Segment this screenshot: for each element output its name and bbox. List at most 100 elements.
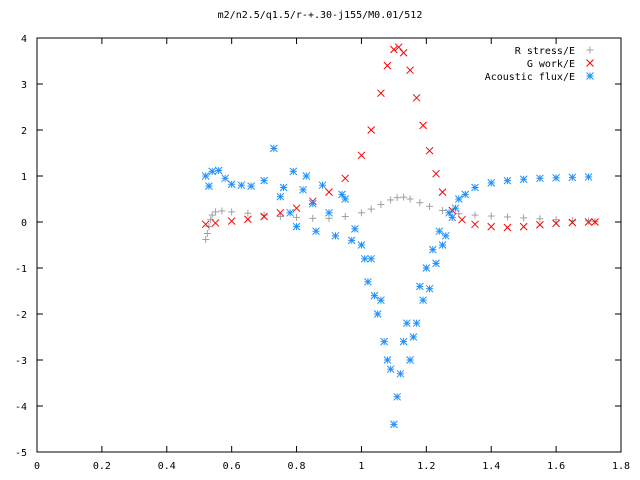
marker-stroke bbox=[341, 195, 350, 203]
data-point bbox=[302, 172, 311, 180]
marker-stroke bbox=[422, 264, 431, 272]
data-point bbox=[208, 167, 217, 176]
marker-stroke bbox=[386, 365, 395, 374]
data-point bbox=[377, 296, 385, 305]
data-point bbox=[228, 208, 236, 216]
data-point bbox=[419, 121, 427, 130]
data-point bbox=[218, 207, 226, 215]
data-point bbox=[461, 190, 470, 199]
marker-stroke bbox=[568, 218, 577, 227]
marker-stroke bbox=[394, 43, 403, 52]
data-point bbox=[412, 93, 421, 102]
x-tick-label: 0.8 bbox=[288, 461, 306, 472]
marker-stroke bbox=[419, 121, 427, 130]
marker-stroke bbox=[357, 151, 366, 160]
data-point bbox=[520, 214, 528, 222]
data-point bbox=[435, 227, 444, 236]
data-point bbox=[201, 220, 210, 229]
marker-stroke bbox=[487, 222, 496, 231]
data-point bbox=[458, 215, 466, 224]
marker-stroke bbox=[419, 296, 427, 305]
data-point bbox=[367, 205, 375, 213]
marker-stroke bbox=[338, 190, 346, 199]
x-tick-label: 0.4 bbox=[158, 461, 176, 472]
data-point bbox=[454, 195, 463, 203]
marker-stroke bbox=[227, 180, 236, 189]
marker-stroke bbox=[441, 231, 450, 240]
data-point bbox=[552, 216, 560, 224]
data-point bbox=[428, 245, 437, 254]
data-point bbox=[276, 212, 284, 220]
marker-stroke bbox=[367, 254, 376, 263]
data-point bbox=[409, 333, 418, 341]
legend-marker bbox=[586, 72, 594, 80]
data-point bbox=[367, 254, 376, 263]
data-point bbox=[441, 231, 450, 240]
data-marks bbox=[201, 43, 599, 429]
marker-stroke bbox=[205, 182, 213, 190]
marker-stroke bbox=[244, 215, 252, 224]
marker-stroke bbox=[519, 175, 528, 184]
data-point bbox=[503, 176, 512, 185]
marker-stroke bbox=[451, 204, 460, 213]
marker-stroke bbox=[586, 59, 594, 67]
data-point bbox=[445, 208, 453, 217]
data-point bbox=[416, 199, 424, 207]
marker-stroke bbox=[325, 188, 333, 196]
plot-frame bbox=[36, 37, 622, 453]
marker-stroke bbox=[503, 223, 512, 232]
x-tick-label: 0.6 bbox=[223, 461, 241, 472]
data-point bbox=[373, 310, 382, 318]
marker-stroke bbox=[364, 277, 372, 286]
marker-stroke bbox=[214, 166, 223, 175]
data-point bbox=[203, 230, 211, 237]
data-point bbox=[227, 217, 236, 225]
data-point bbox=[357, 209, 365, 217]
marker-stroke bbox=[406, 66, 414, 75]
data-point bbox=[244, 215, 252, 224]
legend: R stress/E G work/E Acoustic flux/E bbox=[485, 46, 594, 83]
data-point bbox=[364, 277, 372, 286]
data-point bbox=[406, 195, 414, 203]
data-point bbox=[552, 219, 560, 228]
data-point bbox=[425, 146, 434, 155]
marker-stroke bbox=[438, 241, 447, 249]
data-point bbox=[276, 208, 285, 217]
y-tick-label: 4 bbox=[21, 34, 27, 45]
data-point bbox=[536, 220, 544, 229]
data-point bbox=[412, 319, 421, 328]
data-point bbox=[383, 61, 392, 70]
data-point bbox=[367, 126, 376, 134]
y-tick-label: -1 bbox=[15, 264, 27, 275]
marker-stroke bbox=[586, 72, 594, 80]
data-point bbox=[299, 185, 307, 194]
marker-stroke bbox=[208, 167, 217, 176]
data-point bbox=[357, 241, 366, 249]
data-point bbox=[432, 259, 440, 268]
data-point bbox=[503, 223, 512, 232]
y-tick-label: 2 bbox=[21, 126, 27, 137]
data-point bbox=[415, 282, 424, 291]
data-point bbox=[325, 188, 333, 196]
data-point bbox=[205, 182, 213, 190]
marker-stroke bbox=[412, 319, 421, 328]
marker-stroke bbox=[425, 284, 434, 293]
marker-stroke bbox=[552, 173, 560, 182]
marker-stroke bbox=[396, 369, 405, 378]
series-g-work-e bbox=[201, 43, 599, 232]
marker-stroke bbox=[415, 282, 424, 291]
data-point bbox=[519, 222, 528, 231]
data-point bbox=[503, 213, 511, 221]
marker-stroke bbox=[552, 219, 560, 228]
legend-label: G work/E bbox=[527, 59, 575, 70]
data-point bbox=[393, 392, 401, 401]
y-tick-label: -3 bbox=[15, 356, 27, 367]
data-point bbox=[386, 365, 395, 374]
marker-stroke bbox=[568, 173, 577, 182]
marker-stroke bbox=[292, 222, 301, 231]
chart-title: m2/n2.5/q1.5/r-+.30-j155/M0.01/512 bbox=[218, 10, 423, 21]
data-point bbox=[396, 369, 405, 378]
data-point bbox=[584, 173, 593, 181]
data-point bbox=[309, 214, 317, 222]
